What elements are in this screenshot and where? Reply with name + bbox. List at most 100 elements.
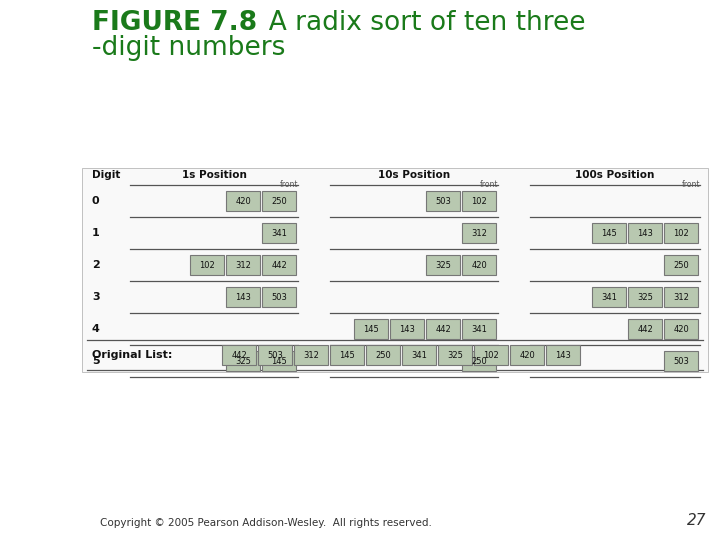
FancyBboxPatch shape [462,255,496,275]
Text: 102: 102 [471,197,487,206]
Text: 312: 312 [235,260,251,269]
Text: front: front [279,180,298,189]
FancyBboxPatch shape [226,255,260,275]
Text: 145: 145 [363,325,379,334]
FancyBboxPatch shape [592,287,626,307]
Text: 325: 325 [637,293,653,301]
Text: Digit: Digit [92,170,120,180]
Text: 312: 312 [471,228,487,238]
FancyBboxPatch shape [592,223,626,243]
FancyBboxPatch shape [546,345,580,365]
Text: 442: 442 [435,325,451,334]
FancyBboxPatch shape [226,351,260,371]
Text: 503: 503 [673,356,689,366]
FancyBboxPatch shape [474,345,508,365]
FancyBboxPatch shape [462,319,496,339]
FancyBboxPatch shape [262,287,296,307]
FancyBboxPatch shape [510,345,544,365]
FancyBboxPatch shape [628,287,662,307]
Bar [82,168,708,372]
Text: 250: 250 [375,350,391,360]
FancyBboxPatch shape [262,351,296,371]
FancyBboxPatch shape [402,345,436,365]
FancyBboxPatch shape [190,255,224,275]
Text: 1: 1 [92,228,100,238]
FancyBboxPatch shape [226,287,260,307]
FancyBboxPatch shape [628,319,662,339]
Text: 102: 102 [673,228,689,238]
FancyBboxPatch shape [426,319,460,339]
Text: 145: 145 [271,356,287,366]
FancyBboxPatch shape [462,351,496,371]
Text: 325: 325 [447,350,463,360]
Text: 420: 420 [471,260,487,269]
Text: 420: 420 [519,350,535,360]
Text: 27: 27 [686,513,706,528]
Text: 145: 145 [339,350,355,360]
Text: 312: 312 [673,293,689,301]
FancyBboxPatch shape [438,345,472,365]
FancyBboxPatch shape [462,223,496,243]
FancyBboxPatch shape [330,345,364,365]
FancyBboxPatch shape [354,319,388,339]
Text: 341: 341 [601,293,617,301]
Text: 503: 503 [435,197,451,206]
Text: 102: 102 [483,350,499,360]
Text: 1s Position: 1s Position [181,170,246,180]
Text: 100s Position: 100s Position [575,170,654,180]
Text: 420: 420 [235,197,251,206]
FancyBboxPatch shape [262,191,296,211]
Text: 10s Position: 10s Position [378,170,450,180]
Text: 5: 5 [92,356,99,366]
FancyBboxPatch shape [462,191,496,211]
Text: 143: 143 [399,325,415,334]
Text: 143: 143 [235,293,251,301]
FancyBboxPatch shape [426,255,460,275]
Text: 442: 442 [231,350,247,360]
FancyBboxPatch shape [390,319,424,339]
Text: FIGURE 7.8: FIGURE 7.8 [92,10,257,36]
FancyBboxPatch shape [262,255,296,275]
FancyBboxPatch shape [262,223,296,243]
Text: 0: 0 [92,196,99,206]
Text: 442: 442 [637,325,653,334]
Text: A radix sort of ten three: A radix sort of ten three [252,10,585,36]
Text: 102: 102 [199,260,215,269]
Text: front: front [682,180,700,189]
FancyBboxPatch shape [664,287,698,307]
Text: 503: 503 [271,293,287,301]
Text: 341: 341 [271,228,287,238]
Text: -digit numbers: -digit numbers [92,35,285,61]
FancyBboxPatch shape [628,223,662,243]
FancyBboxPatch shape [226,191,260,211]
Text: 143: 143 [637,228,653,238]
Text: 341: 341 [411,350,427,360]
Text: 420: 420 [673,325,689,334]
Text: 325: 325 [235,356,251,366]
FancyBboxPatch shape [426,191,460,211]
Text: Original List:: Original List: [92,350,172,360]
FancyBboxPatch shape [664,351,698,371]
Text: 3: 3 [92,292,99,302]
Text: 503: 503 [267,350,283,360]
Text: 250: 250 [673,260,689,269]
FancyBboxPatch shape [258,345,292,365]
Text: 250: 250 [271,197,287,206]
Text: Copyright © 2005 Pearson Addison-Wesley.  All rights reserved.: Copyright © 2005 Pearson Addison-Wesley.… [100,518,432,528]
Text: 325: 325 [435,260,451,269]
FancyBboxPatch shape [294,345,328,365]
FancyBboxPatch shape [664,223,698,243]
Text: 4: 4 [92,324,100,334]
Text: front: front [480,180,498,189]
Text: 143: 143 [555,350,571,360]
FancyBboxPatch shape [664,319,698,339]
FancyBboxPatch shape [664,255,698,275]
Text: 250: 250 [471,356,487,366]
Text: 341: 341 [471,325,487,334]
FancyBboxPatch shape [366,345,400,365]
FancyBboxPatch shape [222,345,256,365]
Text: 2: 2 [92,260,100,270]
Text: 442: 442 [271,260,287,269]
Text: 312: 312 [303,350,319,360]
Text: 145: 145 [601,228,617,238]
